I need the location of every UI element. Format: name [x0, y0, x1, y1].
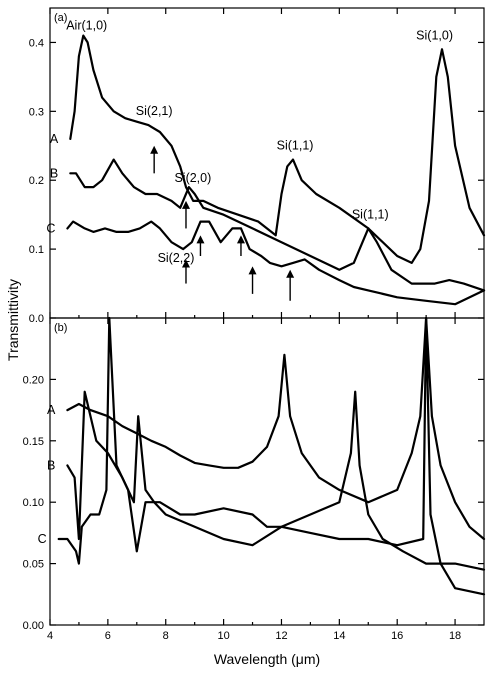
x-tick-label: 10 [217, 630, 229, 642]
curve-label-b: B [47, 458, 55, 472]
curve-label-a: A [50, 132, 59, 146]
annotation-label: Si(2,1) [136, 104, 173, 118]
arrow-head [196, 235, 205, 244]
x-tick-label: 6 [105, 630, 111, 642]
x-tick-label: 8 [163, 630, 169, 642]
x-axis-title: Wavelength (μm) [214, 651, 320, 667]
y-axis-title: Transmittivity [5, 279, 21, 361]
series-line-b [66, 390, 486, 571]
panel-a-series [66, 34, 486, 306]
x-tick-label: 4 [47, 630, 53, 642]
annotation-label: Si(2,0) [174, 171, 211, 185]
y-tick-label: 0.05 [23, 559, 44, 571]
y-tick-label: 0.10 [23, 497, 44, 509]
panel-b-curve-labels: A B C [38, 403, 56, 546]
series-line-c [57, 316, 486, 596]
panel-a-annotations: Air(1,0) Si(2,1) Si(2,0) Si(1,1) Si(1,1) Si(1… [66, 19, 453, 265]
annotation-label: Si(1,1) [277, 139, 314, 153]
x-tick-label: 12 [275, 630, 287, 642]
annotation-label: Si(2,2) [158, 251, 195, 265]
panel-a-curve-labels: A B C [46, 132, 59, 236]
arrow-head [248, 266, 257, 275]
series-line-a [69, 34, 486, 264]
curve-label-a: A [47, 403, 56, 417]
y-tick-label: 0.4 [29, 37, 44, 49]
arrow-head [181, 259, 190, 268]
panel-a-axes: 0.0 0.1 0.2 0.3 0.4 [29, 8, 484, 325]
series-line-b [69, 158, 486, 292]
y-tick-label: 0.15 [23, 436, 44, 448]
x-tick-label: 16 [391, 630, 403, 642]
arrow-head [150, 145, 159, 154]
x-tick-label: 14 [333, 630, 345, 642]
annotation-label: Air(1,0) [66, 19, 107, 33]
curve-label-b: B [50, 166, 58, 180]
arrow-head [286, 269, 295, 278]
curve-label-c: C [38, 532, 47, 546]
panel-b: (b) 4 6 8 10 12 14 16 18 0.00 0.05 0.10 0.15 0.20 A B… [23, 316, 486, 642]
arrow-head [181, 200, 190, 209]
y-tick-label: 0.00 [23, 620, 44, 632]
y-tick-label: 0.3 [29, 106, 44, 118]
curve-label-c: C [46, 221, 55, 235]
arrow-head [236, 235, 245, 244]
annotation-label: Si(1,0) [416, 28, 453, 42]
y-tick-label: 0.2 [29, 175, 44, 187]
y-tick-label: 0.20 [23, 374, 44, 386]
panel-b-axes: 4 6 8 10 12 14 16 18 0.00 0.05 0.10 0.15 0.20 [23, 318, 484, 642]
panel-b-series [57, 316, 486, 596]
x-tick-label: 18 [449, 630, 461, 642]
y-tick-label: 0.0 [29, 313, 44, 325]
panel-a-label: (a) [54, 12, 67, 24]
panel-a-arrows [150, 145, 295, 301]
panel-b-label: (b) [54, 322, 67, 334]
series-line-c [66, 220, 486, 306]
annotation-label: Si(1,1) [352, 207, 389, 221]
panel-a: (a) 0.0 0.1 0.2 0.3 0.4 A B C Air(1,0) Si(2,1) S… [29, 7, 486, 325]
panel-b-frame [49, 317, 485, 626]
y-tick-label: 0.1 [29, 244, 44, 256]
